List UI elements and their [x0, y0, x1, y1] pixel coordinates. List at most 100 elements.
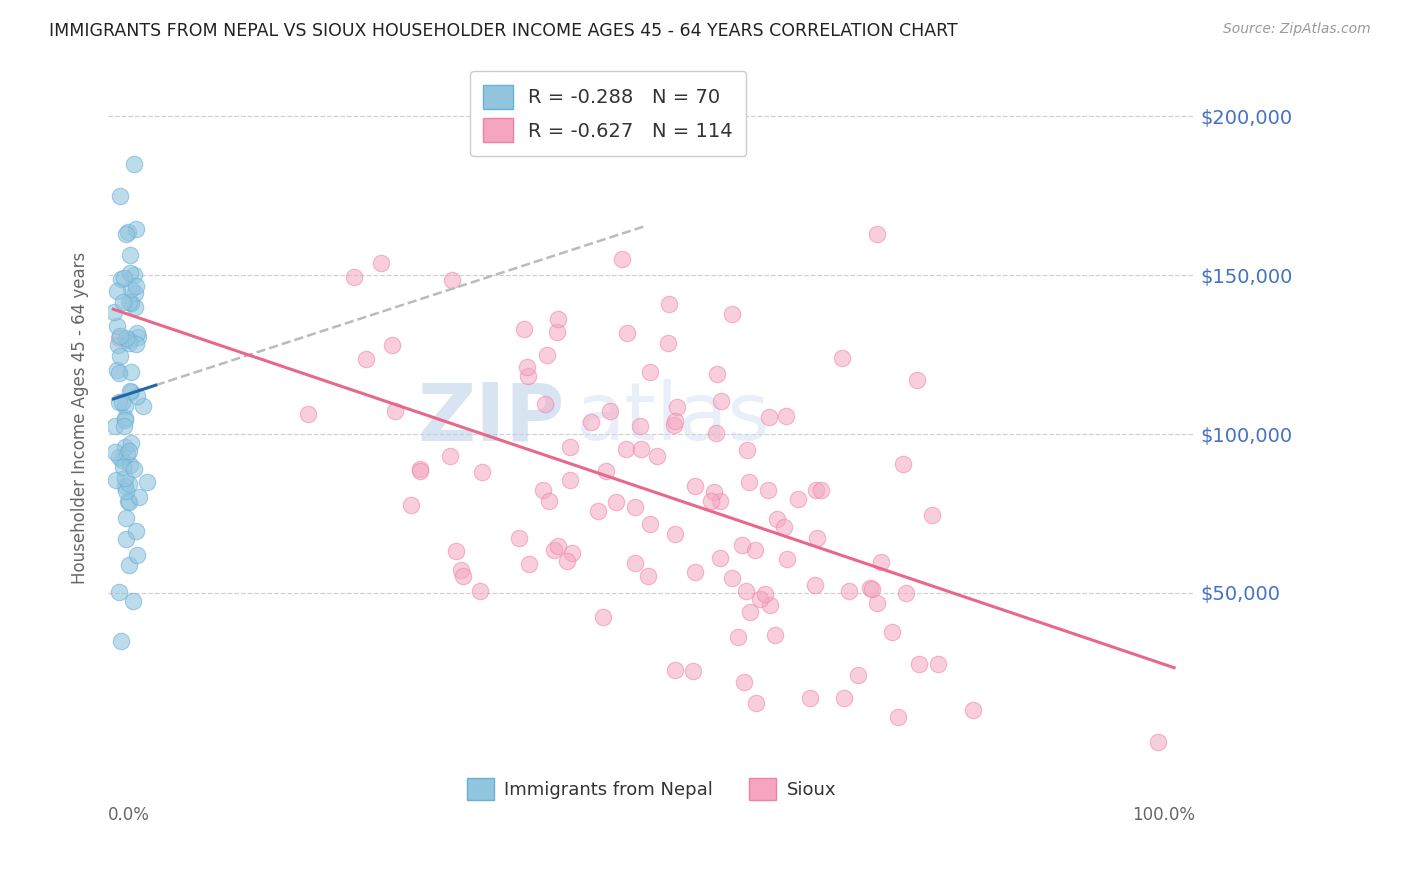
Point — [399, 498, 422, 512]
Point — [543, 542, 565, 557]
Point — [547, 539, 569, 553]
Point — [114, 399, 136, 413]
Text: IMMIGRANTS FROM NEPAL VS SIOUX HOUSEHOLDER INCOME AGES 45 - 64 YEARS CORRELATION: IMMIGRANTS FROM NEPAL VS SIOUX HOUSEHOLD… — [49, 22, 957, 40]
Point — [124, 286, 146, 301]
Point — [105, 284, 128, 298]
Point — [616, 326, 638, 341]
Point — [342, 270, 364, 285]
Point — [599, 404, 621, 418]
Point — [114, 479, 136, 493]
Point — [561, 546, 583, 560]
Point — [581, 415, 603, 429]
Point — [908, 657, 931, 671]
Point — [531, 483, 554, 497]
Point — [637, 569, 659, 583]
Point — [107, 367, 129, 381]
Point — [108, 188, 131, 202]
Point — [118, 444, 141, 458]
Point — [114, 441, 136, 455]
Point — [111, 452, 134, 467]
Point — [658, 296, 681, 310]
Point — [120, 266, 142, 280]
Point — [112, 271, 135, 285]
Point — [624, 556, 647, 570]
Point — [120, 282, 142, 296]
Point — [409, 464, 432, 478]
Point — [645, 449, 668, 463]
Point — [117, 477, 139, 491]
Point — [122, 268, 145, 282]
Point — [450, 563, 472, 577]
Point — [115, 227, 138, 242]
Point — [125, 326, 148, 340]
Point — [122, 157, 145, 171]
Point — [727, 631, 749, 645]
Point — [893, 457, 915, 471]
Point — [516, 359, 538, 374]
Point — [720, 570, 742, 584]
Point — [1147, 735, 1170, 749]
Point — [558, 440, 581, 454]
Point — [896, 585, 918, 599]
Point — [700, 493, 723, 508]
Point — [664, 663, 686, 677]
Point — [451, 569, 474, 583]
Point — [846, 667, 869, 681]
Point — [115, 331, 138, 345]
Point — [756, 483, 779, 497]
Point — [115, 533, 138, 547]
Point — [513, 322, 536, 336]
Point — [860, 582, 883, 596]
Point — [441, 272, 464, 286]
Point — [962, 703, 984, 717]
Point — [810, 483, 832, 497]
Point — [683, 479, 706, 493]
Point — [508, 531, 530, 545]
Point — [831, 351, 853, 365]
Point — [122, 594, 145, 608]
Point — [107, 337, 129, 351]
Point — [744, 542, 766, 557]
Point — [638, 365, 661, 379]
Point — [664, 526, 686, 541]
Point — [105, 473, 128, 487]
Point — [297, 407, 319, 421]
Point — [356, 352, 378, 367]
Point — [112, 418, 135, 433]
Point — [114, 411, 136, 425]
Point — [120, 365, 142, 379]
Point — [107, 395, 129, 409]
Point — [776, 551, 799, 566]
Point — [120, 296, 142, 310]
Point — [103, 445, 125, 459]
Point — [605, 494, 627, 508]
Point — [806, 483, 828, 498]
Point — [131, 399, 153, 413]
Point — [125, 279, 148, 293]
Point — [121, 436, 143, 450]
Point — [683, 565, 706, 579]
Point — [921, 508, 943, 522]
Point — [748, 592, 770, 607]
Point — [118, 333, 141, 347]
Point — [628, 419, 651, 434]
Point — [682, 664, 704, 678]
Point — [108, 328, 131, 343]
Point — [735, 443, 758, 458]
Point — [657, 335, 679, 350]
Point — [775, 409, 797, 424]
Point — [838, 584, 860, 599]
Point — [869, 555, 891, 569]
Point — [519, 557, 541, 571]
Point — [384, 403, 406, 417]
Point — [114, 471, 136, 485]
Point — [370, 256, 392, 270]
Point — [115, 447, 138, 461]
Point — [114, 413, 136, 427]
Point — [547, 312, 569, 326]
Point — [763, 628, 786, 642]
Text: 0.0%: 0.0% — [108, 806, 150, 824]
Text: Source: ZipAtlas.com: Source: ZipAtlas.com — [1223, 22, 1371, 37]
Point — [666, 400, 689, 414]
Point — [127, 330, 149, 344]
